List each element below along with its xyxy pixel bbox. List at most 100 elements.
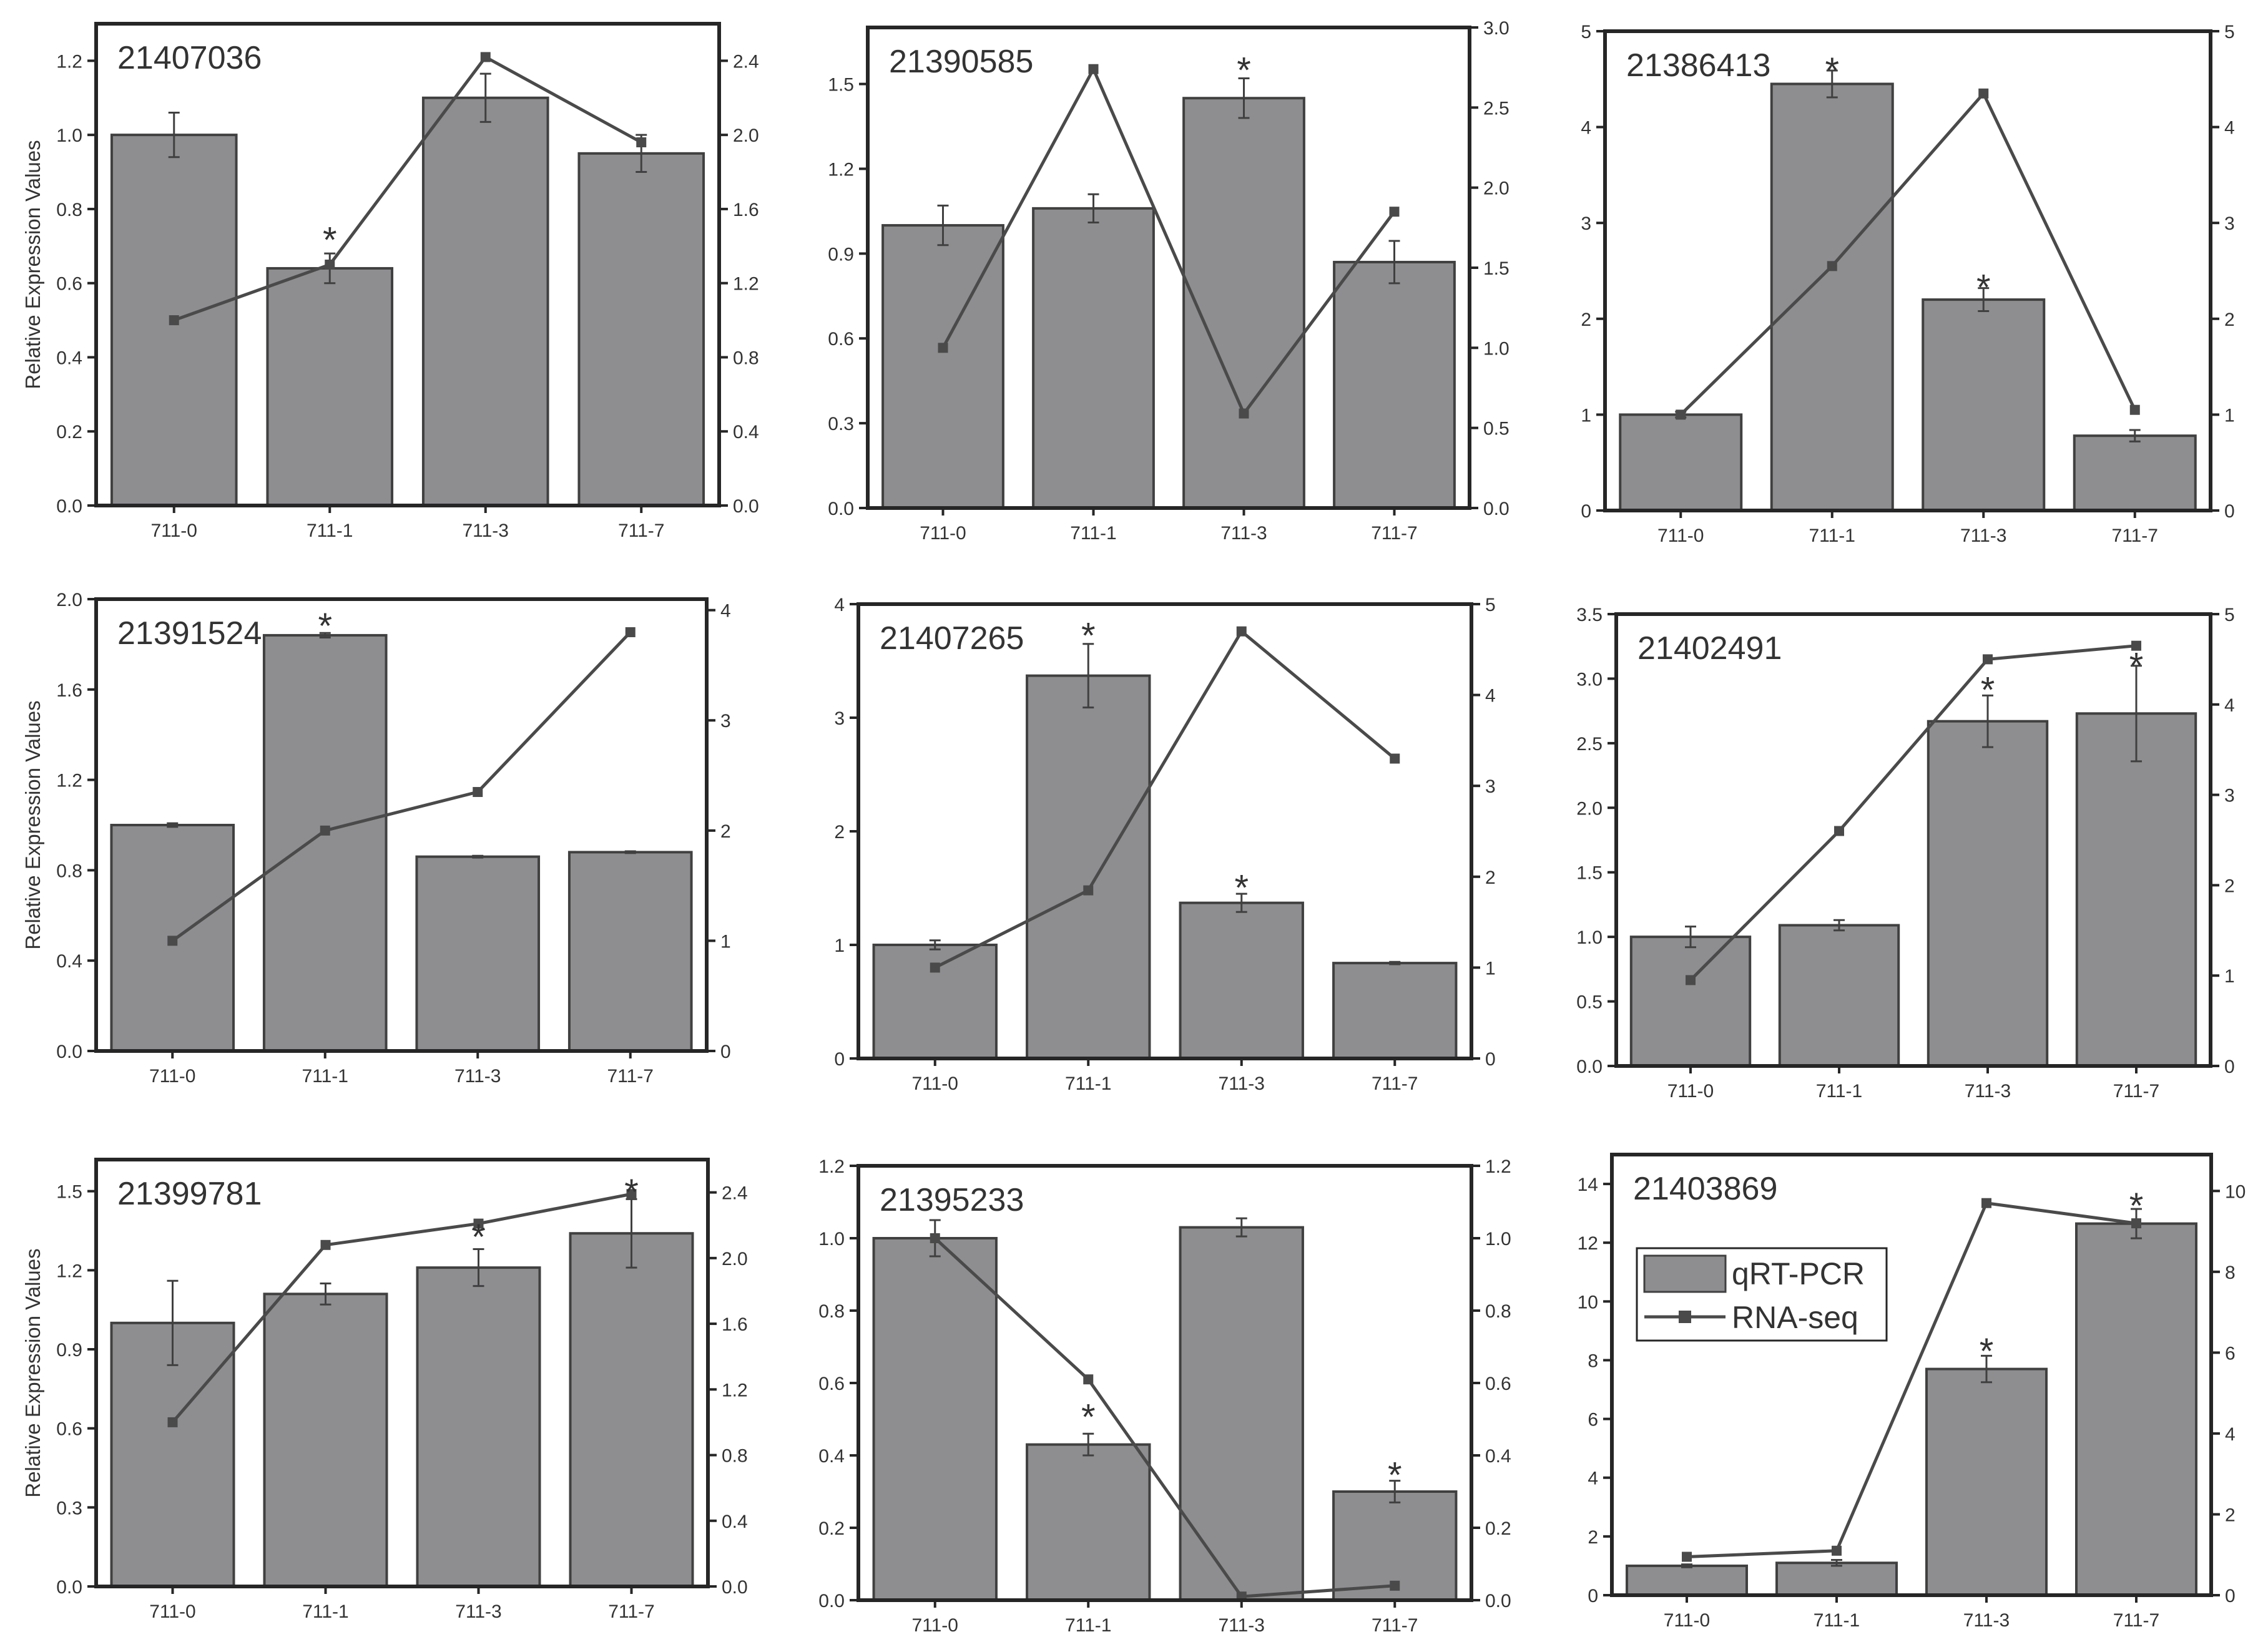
right-tick-label: 2.4: [722, 1183, 748, 1204]
left-tick-label: 0.8: [56, 200, 82, 220]
bar: [1179, 1226, 1304, 1601]
right-tick-label: 0.4: [1485, 1446, 1511, 1467]
right-tick-label: 0.6: [1485, 1374, 1511, 1394]
left-tick-label: 0: [1588, 1586, 1598, 1606]
significance-marker: *: [624, 1172, 639, 1213]
significance-marker: *: [1825, 51, 1839, 91]
bar: [262, 633, 388, 1052]
significance-marker: *: [1237, 50, 1251, 90]
plot-frame: [94, 1158, 710, 1588]
series-line: [173, 55, 642, 322]
left-tick-label: 1.5: [56, 1182, 82, 1203]
right-tick-label: 3: [720, 711, 731, 731]
x-tick-label: 711-0: [1664, 1610, 1711, 1631]
left-tick-label: 0.4: [818, 1446, 845, 1467]
line-marker: [1682, 1552, 1692, 1562]
right-tick-label: 1: [2224, 966, 2235, 987]
significance-marker: *: [1981, 670, 1995, 711]
left-tick-label: 1.2: [56, 771, 82, 791]
bar: [2075, 712, 2197, 1067]
left-tick-label: 5: [1581, 22, 1591, 42]
x-tick-label: 711-0: [149, 1601, 196, 1622]
x-tick-label: 711-3: [1963, 1610, 2010, 1631]
panel-title: 21407036: [117, 40, 262, 76]
plot-frame: [1614, 612, 2212, 1068]
right-tick-label: 0.0: [1483, 499, 1510, 519]
x-tick-label: 711-1: [302, 1066, 348, 1087]
right-tick-label: 0.2: [1485, 1518, 1511, 1539]
panel-title: 21395233: [880, 1182, 1024, 1218]
plot-frame: [94, 597, 709, 1053]
x-tick-label: 711-3: [1965, 1081, 2011, 1102]
left-tick-label: 0.0: [828, 499, 854, 519]
bar: [872, 1237, 998, 1601]
significance-marker: *: [1980, 1331, 1994, 1372]
significance-marker: *: [1234, 867, 1249, 908]
right-tick-label: 4: [1485, 686, 1496, 706]
left-tick-label: 1.2: [56, 1261, 82, 1281]
bar: [1626, 1564, 1748, 1597]
x-tick-label: 711-7: [1372, 1073, 1418, 1094]
line-marker: [320, 1239, 331, 1250]
right-tick-label: 1.2: [1485, 1156, 1511, 1177]
right-tick-label: 5: [1485, 595, 1496, 615]
bar: [416, 1266, 541, 1588]
left-tick-label: 1: [834, 936, 845, 956]
x-tick-label: 711-3: [1960, 525, 2007, 546]
right-tick-label: 0.4: [733, 422, 759, 442]
left-tick-label: 1.2: [828, 159, 854, 180]
left-tick-label: 1.2: [56, 51, 82, 72]
x-tick-label: 711-7: [618, 520, 665, 541]
left-tick-label: 0.0: [818, 1591, 845, 1611]
plot-frame: [1603, 29, 2212, 512]
left-tick-label: 4: [1581, 118, 1591, 139]
panel-title: 21403869: [1633, 1171, 1777, 1207]
bar: [415, 855, 541, 1053]
right-tick-label: 2: [2224, 310, 2235, 330]
line-marker: [1239, 408, 1249, 419]
panel-title: 21402491: [1637, 630, 1782, 667]
left-tick-label: 6: [1588, 1410, 1598, 1430]
x-tick-label: 711-1: [302, 1601, 349, 1622]
right-tick-label: 0.4: [722, 1512, 748, 1532]
series-line: [941, 66, 1396, 417]
line-marker: [473, 1218, 484, 1229]
right-tick-label: 0.8: [733, 348, 759, 368]
right-tick-label: 1: [720, 931, 731, 952]
x-tick-label: 711-7: [2113, 1081, 2160, 1102]
series-line: [1686, 1201, 2137, 1558]
left-tick-label: 4: [834, 595, 845, 615]
right-tick-label: 4: [720, 601, 731, 622]
line-marker: [1389, 207, 1400, 217]
left-tick-label: 10: [1578, 1292, 1598, 1312]
left-tick-label: 1.6: [56, 680, 82, 701]
series-line: [1689, 644, 2137, 982]
x-tick-label: 711-1: [1814, 1610, 1860, 1631]
bar: [872, 944, 998, 1060]
significance-marker: *: [2129, 645, 2144, 686]
right-tick-label: 10: [2225, 1181, 2246, 1202]
panel-2: * 0.0 0.3 0.6 0.9 1.2 1.5 0.0 0.5 1.0 1.5 2.0 2.5 3.0…: [828, 18, 1509, 544]
x-tick-label: 711-0: [1657, 525, 1704, 546]
panel-title: 21407265: [880, 620, 1024, 657]
x-tick-label: 711-7: [2111, 525, 2158, 546]
left-tick-label: 0.6: [828, 329, 854, 349]
left-tick-label: 3: [834, 708, 845, 729]
line-marker: [930, 962, 940, 973]
bar: [1179, 901, 1304, 1060]
left-tick-label: 0.2: [56, 422, 82, 442]
left-tick-label: 0.8: [56, 861, 82, 881]
right-tick-label: 2.5: [1483, 98, 1510, 119]
significance-marker: *: [1388, 1455, 1402, 1495]
legend-bar-swatch: [1643, 1254, 1727, 1293]
left-tick-label: 0.3: [56, 1498, 82, 1518]
right-tick-label: 4: [2224, 118, 2235, 139]
x-tick-label: 711-3: [454, 1066, 501, 1087]
significance-marker: *: [1081, 1397, 1096, 1438]
bar: [569, 1232, 694, 1588]
x-tick-label: 711-1: [1065, 1073, 1112, 1094]
right-tick-label: 0.0: [722, 1577, 748, 1598]
line-marker: [1088, 64, 1099, 74]
left-tick-label: 0: [834, 1049, 845, 1070]
panel-3: * * 0 1 2 3 4 5 0 1 2 3 4 5 711-0 711-1 711-3 711-7 213864…: [1581, 22, 2234, 546]
